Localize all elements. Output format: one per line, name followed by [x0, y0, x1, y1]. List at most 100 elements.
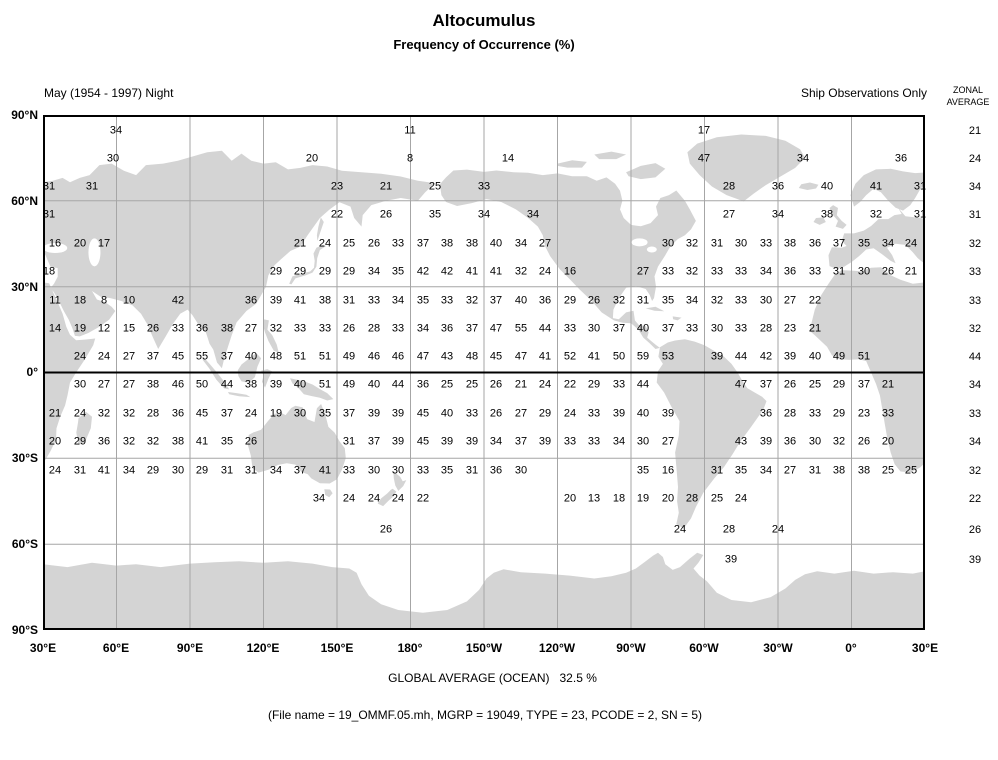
grid-value: 30	[857, 265, 871, 278]
grid-value: 55	[514, 322, 528, 335]
zonal-average-value: 34	[968, 379, 982, 391]
grid-value: 40	[244, 350, 258, 363]
grid-value: 25	[881, 464, 895, 477]
grid-value: 33	[710, 265, 724, 278]
grid-value: 31	[808, 464, 822, 477]
grid-value: 19	[636, 492, 650, 505]
grid-value: 21	[514, 378, 528, 391]
grid-value: 33	[587, 435, 601, 448]
grid-value: 42	[759, 350, 773, 363]
grid-value: 39	[269, 378, 283, 391]
land-shape	[76, 411, 92, 445]
grid-value: 36	[440, 322, 454, 335]
grid-value: 32	[869, 208, 883, 221]
longitude-label: 120°E	[246, 641, 280, 655]
grid-value: 34	[109, 124, 123, 137]
grid-value: 27	[783, 464, 797, 477]
grid-value: 27	[97, 378, 111, 391]
grid-value: 32	[97, 407, 111, 420]
grid-value: 32	[514, 265, 528, 278]
grid-value: 39	[710, 350, 724, 363]
grid-value: 43	[440, 350, 454, 363]
grid-value: 25	[710, 492, 724, 505]
grid-value: 48	[269, 350, 283, 363]
grid-value: 25	[808, 378, 822, 391]
chart-title: Altocumulus	[432, 11, 536, 30]
grid-value: 44	[538, 322, 552, 335]
land-shape	[247, 404, 346, 484]
grid-value: 36	[195, 322, 209, 335]
grid-value: 25	[342, 237, 356, 250]
grid-value: 30	[293, 407, 307, 420]
grid-value: 40	[293, 378, 307, 391]
grid-value: 34	[759, 265, 773, 278]
grid-value: 41	[538, 350, 552, 363]
grid-value: 39	[391, 435, 405, 448]
grid-value: 44	[220, 378, 234, 391]
grid-value: 35	[734, 464, 748, 477]
grid-value: 27	[722, 208, 736, 221]
land-shape	[557, 160, 587, 168]
grid-value: 21	[293, 237, 307, 250]
zonal-average-value: 21	[968, 125, 982, 137]
grid-value: 37	[146, 350, 160, 363]
grid-value: 35	[416, 294, 430, 307]
latitude-label: 60°N	[11, 194, 38, 208]
grid-value: 20	[881, 435, 895, 448]
grid-value: 47	[514, 350, 528, 363]
grid-value: 29	[342, 265, 356, 278]
zonal-average-value: 33	[968, 295, 982, 307]
grid-value: 34	[759, 464, 773, 477]
grid-value: 33	[391, 237, 405, 250]
file-info-label: (File name = 19_OMMF.05.mh, MGRP = 19049…	[267, 708, 703, 722]
zonal-average-value: 32	[968, 238, 982, 250]
latitude-label: 30°N	[11, 280, 38, 294]
grid-value: 30	[710, 322, 724, 335]
grid-value: 19	[269, 407, 283, 420]
grid-value: 33	[587, 407, 601, 420]
longitude-label: 30°W	[763, 641, 793, 655]
grid-value: 33	[734, 294, 748, 307]
grid-value: 52	[563, 350, 577, 363]
grid-value: 37	[220, 350, 234, 363]
land-shape	[377, 488, 397, 507]
grid-value: 36	[171, 407, 185, 420]
grid-value: 39	[724, 553, 738, 566]
grid-value: 32	[685, 237, 699, 250]
grid-value: 12	[97, 322, 111, 335]
land-shape	[813, 217, 826, 225]
grid-value: 36	[759, 407, 773, 420]
grid-value: 30	[106, 152, 120, 165]
grid-value: 38	[171, 435, 185, 448]
grid-value: 35	[391, 265, 405, 278]
grid-value: 24	[563, 407, 577, 420]
grid-value: 37	[416, 237, 430, 250]
grid-value: 24	[97, 350, 111, 363]
grid-value: 8	[406, 152, 414, 165]
grid-value: 29	[293, 265, 307, 278]
grid-value: 29	[563, 294, 577, 307]
grid-value: 30	[391, 464, 405, 477]
grid-value: 41	[587, 350, 601, 363]
grid-value: 39	[269, 294, 283, 307]
grid-value: 34	[367, 265, 381, 278]
grid-value: 24	[318, 237, 332, 250]
grid-value: 29	[587, 378, 601, 391]
grid-value: 34	[612, 435, 626, 448]
grid-values-layer: 34 11 17 30 20 8 14 47 34 36 31 31 23 21 25 33 28 36 40 41 3…	[42, 115, 926, 630]
grid-value: 51	[293, 350, 307, 363]
zonal-average-header: ZONAL AVERAGE	[938, 84, 998, 108]
grid-value: 31	[85, 180, 99, 193]
longitude-label: 150°W	[465, 641, 503, 655]
grid-value: 40	[514, 294, 528, 307]
chart-subtitle: Frequency of Occurrence (%)	[393, 37, 575, 52]
grid-value: 44	[734, 350, 748, 363]
grid-value: 49	[832, 350, 846, 363]
grid-value: 33	[477, 180, 491, 193]
grid-value: 37	[759, 378, 773, 391]
grid-value: 24	[771, 523, 785, 536]
grid-value: 26	[379, 523, 393, 536]
grid-value: 55	[195, 350, 209, 363]
grid-value: 30	[73, 378, 87, 391]
grid-value: 31	[42, 180, 56, 193]
